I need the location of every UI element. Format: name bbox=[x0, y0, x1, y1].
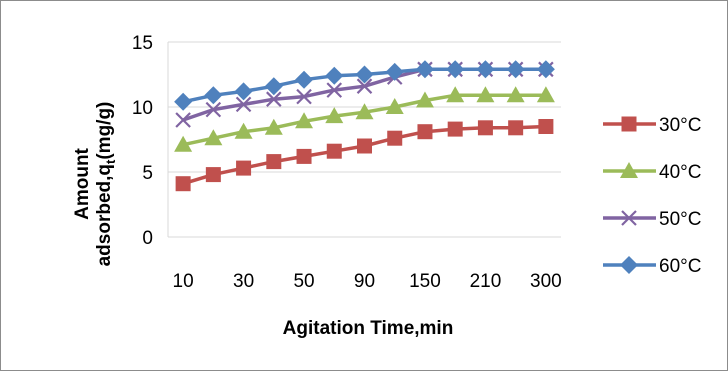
series-1 bbox=[174, 86, 555, 152]
data-point bbox=[415, 60, 434, 79]
x-tick-label: 150 bbox=[409, 271, 441, 292]
data-point bbox=[175, 112, 191, 128]
y-tick-label: 10 bbox=[132, 98, 153, 119]
data-point bbox=[508, 120, 524, 136]
data-point bbox=[264, 118, 283, 135]
series-3 bbox=[174, 60, 555, 111]
data-point bbox=[204, 129, 223, 146]
y-axis-title-line2: adsorbed,qt(mg/g) bbox=[94, 102, 118, 267]
data-point bbox=[476, 60, 495, 79]
y-axis-title-subscript: t bbox=[103, 159, 118, 164]
series-0 bbox=[175, 119, 554, 192]
data-point bbox=[234, 82, 253, 101]
legend-label: 40°C bbox=[659, 162, 701, 183]
data-point bbox=[536, 60, 555, 79]
data-point bbox=[536, 86, 555, 103]
y-tick-label: 0 bbox=[142, 228, 153, 249]
legend-label: 30°C bbox=[659, 115, 701, 136]
data-point bbox=[357, 138, 372, 154]
x-tick-labels: 10 30 50 90 150 210 300 bbox=[173, 271, 562, 292]
data-point bbox=[236, 160, 252, 176]
data-point bbox=[446, 60, 465, 79]
data-point bbox=[235, 96, 252, 113]
x-tick-label: 10 bbox=[173, 271, 194, 292]
data-point bbox=[295, 112, 314, 129]
legend-item: 50°C bbox=[603, 209, 701, 230]
data-point bbox=[355, 103, 374, 120]
data-point bbox=[174, 135, 193, 152]
data-point bbox=[356, 78, 373, 94]
legend-marker bbox=[620, 162, 638, 178]
legend-marker bbox=[621, 210, 637, 226]
data-point bbox=[477, 120, 493, 136]
x-tick-label: 90 bbox=[354, 271, 375, 292]
data-point bbox=[296, 148, 312, 164]
y-axis-title-prefix: adsorbed,q bbox=[94, 164, 115, 266]
data-point bbox=[174, 92, 193, 111]
y-axis-title-suffix: (mg/g) bbox=[94, 102, 115, 160]
data-point bbox=[387, 130, 403, 146]
legend-label: 60°C bbox=[659, 256, 701, 277]
data-point bbox=[415, 91, 434, 108]
data-point bbox=[506, 60, 525, 79]
y-axis-title-line1: Amount bbox=[72, 147, 93, 219]
data-point bbox=[204, 86, 223, 105]
y-axis-title: Amount adsorbed,qt(mg/g) bbox=[72, 102, 118, 267]
data-point bbox=[385, 98, 404, 114]
series-group bbox=[174, 60, 555, 192]
data-point bbox=[385, 62, 404, 81]
data-point bbox=[175, 176, 191, 192]
data-point bbox=[205, 101, 222, 118]
legend-marker bbox=[620, 256, 638, 274]
data-point bbox=[446, 86, 465, 103]
legend-item: 60°C bbox=[603, 256, 701, 277]
data-point bbox=[325, 66, 344, 85]
x-tick-label: 300 bbox=[530, 271, 562, 292]
data-point bbox=[266, 154, 282, 170]
data-point bbox=[447, 121, 463, 137]
data-point bbox=[295, 70, 314, 89]
x-tick-label: 210 bbox=[470, 271, 502, 292]
data-point bbox=[538, 119, 554, 134]
x-axis-title: Agitation Time,min bbox=[283, 318, 454, 339]
x-tick-label: 30 bbox=[233, 271, 254, 292]
legend: 30°C 40°C 50°C 60°C bbox=[603, 115, 701, 277]
data-point bbox=[234, 122, 253, 139]
data-point bbox=[355, 65, 374, 84]
data-point bbox=[325, 107, 344, 124]
data-point bbox=[205, 167, 221, 183]
data-point bbox=[417, 124, 433, 140]
y-tick-labels: 0 5 10 15 bbox=[132, 33, 153, 249]
data-point bbox=[264, 77, 283, 96]
legend-marker bbox=[621, 116, 637, 132]
y-tick-label: 15 bbox=[132, 33, 153, 54]
data-point bbox=[506, 86, 525, 103]
data-point bbox=[476, 86, 495, 103]
x-tick-label: 50 bbox=[293, 271, 314, 292]
legend-item: 30°C bbox=[603, 115, 701, 136]
data-point bbox=[326, 82, 343, 98]
data-point bbox=[296, 88, 312, 105]
legend-label: 50°C bbox=[659, 209, 701, 230]
legend-item: 40°C bbox=[603, 162, 701, 183]
data-point bbox=[266, 91, 282, 107]
data-point bbox=[326, 143, 342, 159]
y-tick-label: 5 bbox=[142, 163, 153, 184]
